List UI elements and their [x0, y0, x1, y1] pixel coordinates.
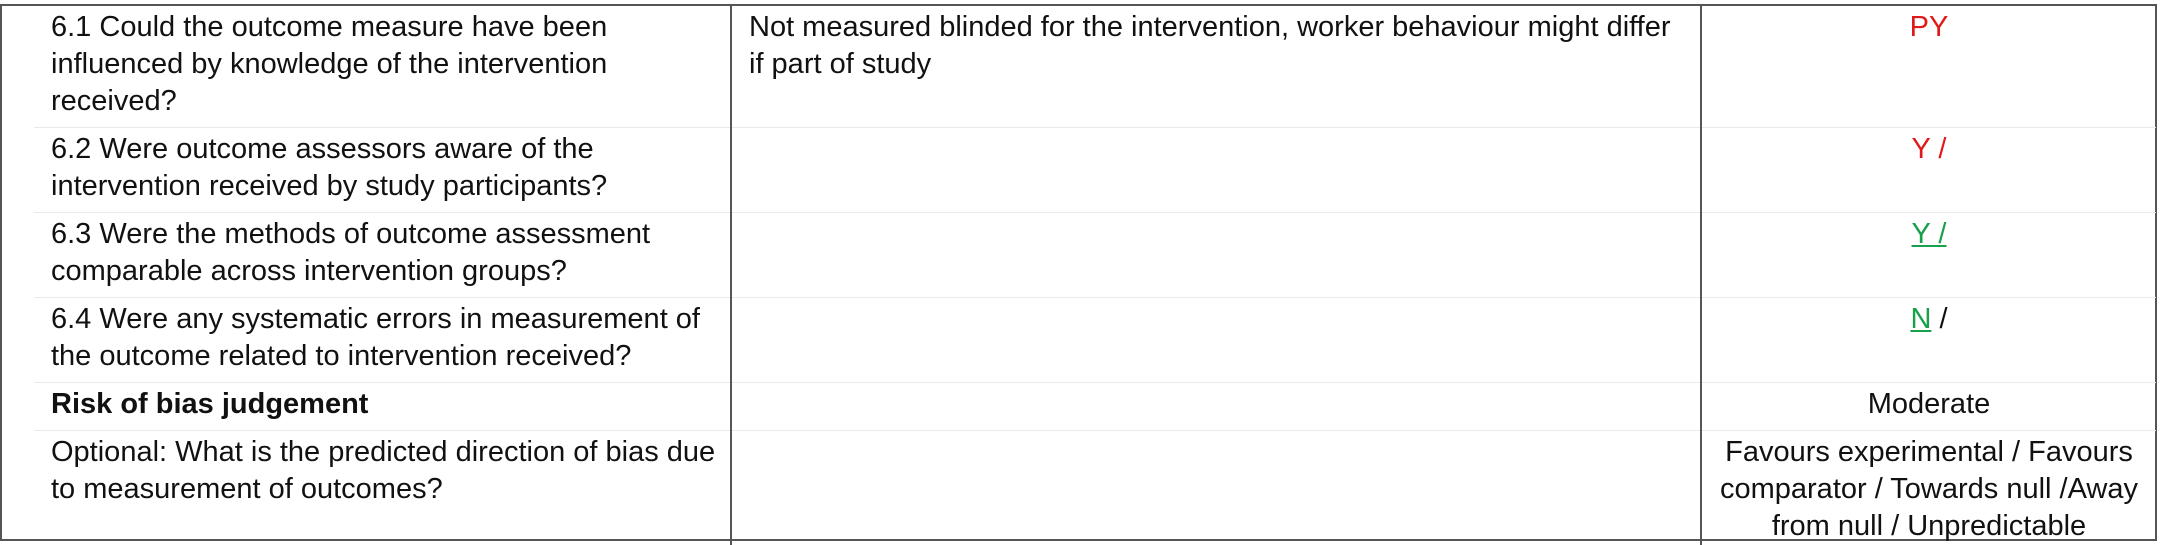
answer-value: Y /: [1912, 218, 1947, 250]
question-text: 6.3 Were the methods of outcome assessme…: [51, 213, 718, 290]
question-text: 6.1 Could the outcome measure have been …: [51, 6, 718, 120]
judgement-label: Risk of bias judgement: [51, 383, 718, 423]
answer-suffix: /: [1931, 303, 1947, 335]
support-cell: Not measured blinded for the interventio…: [731, 6, 1701, 128]
answer-cell: N /: [1701, 298, 2156, 383]
judgement-value: Moderate: [1714, 383, 2144, 423]
answer-cell: PY: [1701, 6, 2156, 128]
table-row: 6.1 Could the outcome measure have been …: [34, 6, 2156, 128]
question-text: 6.4 Were any systematic errors in measur…: [51, 298, 718, 375]
question-cell: 6.2 Were outcome assessors aware of the …: [34, 128, 731, 213]
answer-cell: Y /: [1701, 213, 2156, 298]
support-text: [749, 383, 1684, 386]
table-row: Risk of bias judgement Moderate: [34, 383, 2156, 431]
table-row: Optional: What is the predicted directio…: [34, 431, 2156, 545]
answer-value: PY: [1910, 11, 1949, 43]
answer-value: Y /: [1912, 133, 1947, 165]
answer-cell: Favours experimental / Favours comparato…: [1701, 431, 2156, 545]
question-cell: 6.4 Were any systematic errors in measur…: [34, 298, 731, 383]
support-cell: [731, 383, 1701, 431]
support-text: [749, 213, 1684, 216]
table-row: 6.4 Were any systematic errors in measur…: [34, 298, 2156, 383]
table-row: 6.3 Were the methods of outcome assessme…: [34, 213, 2156, 298]
question-cell: 6.1 Could the outcome measure have been …: [34, 6, 731, 128]
support-text: Not measured blinded for the interventio…: [749, 6, 1684, 83]
direction-options: Favours experimental / Favours comparato…: [1714, 431, 2144, 545]
support-cell: [731, 213, 1701, 298]
question-text: 6.2 Were outcome assessors aware of the …: [51, 128, 718, 205]
answer-cell: Moderate: [1701, 383, 2156, 431]
answer-cell: Y /: [1701, 128, 2156, 213]
support-cell: [731, 431, 1701, 545]
question-cell: Risk of bias judgement: [34, 383, 731, 431]
support-text: [749, 128, 1684, 131]
question-cell: 6.3 Were the methods of outcome assessme…: [34, 213, 731, 298]
support-text: [749, 298, 1684, 301]
question-text: Optional: What is the predicted directio…: [51, 431, 718, 508]
support-cell: [731, 128, 1701, 213]
table-row: 6.2 Were outcome assessors aware of the …: [34, 128, 2156, 213]
risk-of-bias-table: 6.1 Could the outcome measure have been …: [34, 6, 2156, 545]
answer-value: N: [1910, 303, 1931, 335]
support-text: [749, 431, 1684, 434]
support-cell: [731, 298, 1701, 383]
question-cell: Optional: What is the predicted directio…: [34, 431, 731, 545]
